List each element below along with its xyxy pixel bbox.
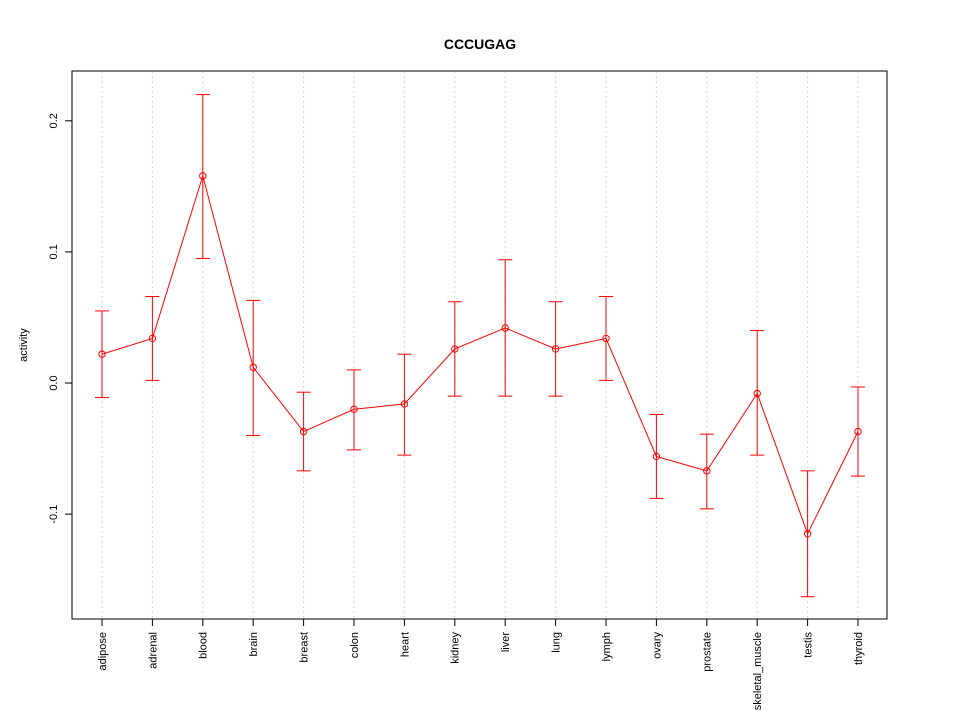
x-tick-label-heart: heart <box>399 632 411 657</box>
data-point-adipose <box>98 350 106 358</box>
data-point-lymph <box>602 334 610 343</box>
data-point-kidney <box>451 345 459 353</box>
y-axis-label: activity <box>18 328 30 362</box>
data-point-thyroid <box>854 427 862 436</box>
x-tick-label-breast: breast <box>298 632 310 663</box>
chart-title: CCCUGAG <box>444 36 516 52</box>
series-line <box>101 174 859 536</box>
data-point-testis <box>803 530 812 538</box>
x-tick-label-blood: blood <box>198 632 210 659</box>
x-tick-label-prostate: prostate <box>702 632 714 672</box>
data-point-lung <box>551 345 560 353</box>
x-tick-label-brain: brain <box>248 632 260 656</box>
data-point-skeletal_muscle <box>753 389 761 398</box>
x-tick-label-thyroid: thyroid <box>853 632 865 665</box>
x-tick-label-liver: liver <box>500 632 512 653</box>
x-tick-label-adipose: adipose <box>97 632 109 671</box>
x-tick-label-testis: testis <box>802 632 814 658</box>
data-point-breast <box>299 427 308 436</box>
x-tick-label-lymph: lymph <box>601 632 613 661</box>
error-bar-colon <box>347 369 361 451</box>
series-activity <box>95 94 865 598</box>
data-point-colon <box>350 405 358 413</box>
x-tick-label-kidney: kidney <box>450 632 462 664</box>
data-point-heart <box>400 400 409 408</box>
data-point-liver <box>501 324 509 332</box>
grid-lines <box>101 71 859 619</box>
data-point-brain <box>249 363 257 371</box>
y-tick-label: 0.1 <box>48 244 60 259</box>
data-point-blood <box>199 172 207 180</box>
data-point-prostate <box>703 467 711 475</box>
x-tick-label-lung: lung <box>550 632 562 653</box>
error-bar-heart <box>397 353 412 456</box>
y-tick-label: 0.0 <box>48 375 60 390</box>
error-bar-prostate <box>699 433 714 510</box>
plot-frame <box>71 70 888 620</box>
y-axis: -0.1 0.0 0.1 0.2 <box>48 113 73 524</box>
x-tick-label-ovary: ovary <box>651 632 663 659</box>
x-tick-label-colon: colon <box>349 632 361 658</box>
x-tick-label-skeletal_muscle: skeletal_muscle <box>752 632 764 710</box>
y-tick-label: -0.1 <box>48 505 60 524</box>
data-point-ovary <box>652 452 661 461</box>
x-tick-label-adrenal: adrenal <box>147 632 159 669</box>
x-axis: adipose adrenal blood brain breast colon heart… <box>97 618 865 710</box>
data-point-adrenal <box>148 334 157 343</box>
y-tick-label: 0.2 <box>48 113 60 128</box>
